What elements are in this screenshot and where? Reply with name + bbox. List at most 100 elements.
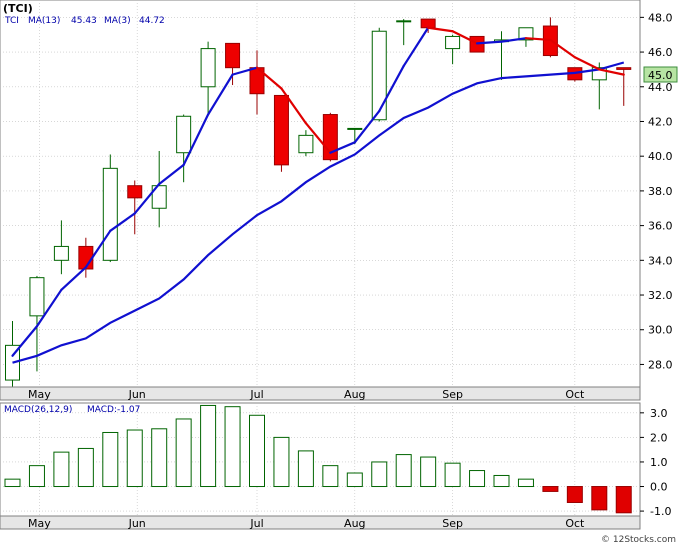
price-y-tick-label: 46.0 — [648, 46, 673, 59]
macd-bar-positive — [493, 474, 510, 488]
legend-ma3-label: MA(3) — [104, 16, 131, 26]
price-x-tick-label: May — [28, 388, 51, 401]
macd-bar-positive — [395, 454, 412, 488]
watermark: © 12Stocks.com — [601, 535, 676, 545]
legend-ma3-value: 44.72 — [139, 16, 165, 26]
chart-title: (TCI) — [3, 2, 33, 15]
macd-bar-negative — [566, 486, 583, 503]
macd-y-tick-label: -1.0 — [650, 505, 671, 518]
macd-bar-positive — [346, 472, 363, 488]
ma3-segment — [573, 56, 601, 71]
price-y-tick-label: 42.0 — [648, 115, 673, 128]
ma3-segment — [524, 37, 552, 42]
macd-bars — [4, 404, 632, 514]
price-legend: (TCI) TCI MA(13) 45.43 MA(3) 44.72 — [3, 2, 165, 26]
candle-up — [518, 27, 534, 41]
price-y-tick-label: 44.0 — [648, 81, 673, 94]
ma3-segment — [84, 229, 112, 269]
macd-bar-positive — [200, 404, 217, 488]
macd-bar-positive — [469, 470, 486, 488]
candle-up — [298, 134, 314, 154]
legend-ma13-label: MA(13) — [28, 16, 60, 26]
macd-bar-positive — [4, 478, 21, 488]
candle-up — [102, 167, 118, 261]
price-x-tick-label: Sep — [442, 388, 463, 401]
candle-up — [396, 20, 412, 23]
price-x-tick-label: Aug — [344, 388, 365, 401]
ma3-segment — [109, 212, 136, 232]
macd-x-tick-label: Aug — [344, 517, 365, 530]
candle-up — [371, 30, 387, 121]
macd-x-tick-label: Sep — [442, 517, 463, 530]
macd-x-tick-label: Jun — [128, 517, 146, 530]
ma3-segment — [255, 66, 283, 90]
ma3-segment — [304, 122, 332, 154]
last-price-tag: 45.0 — [643, 66, 678, 83]
macd-bar-positive — [517, 478, 534, 488]
ma3-segment — [158, 163, 185, 186]
ma3-segment — [280, 87, 307, 125]
price-x-tick-label: Jun — [128, 388, 146, 401]
ma3-segment — [598, 68, 625, 76]
macd-x-tick-label: May — [28, 517, 51, 530]
price-y-tick-label: 38.0 — [648, 185, 673, 198]
price-y-tick-label: 30.0 — [648, 324, 673, 337]
ma3-segment — [133, 182, 161, 215]
candle-up — [200, 48, 216, 88]
macd-x-tick-label: Oct — [565, 517, 585, 530]
legend-ticker: TCI — [4, 16, 19, 26]
macd-legend-value: MACD:-1.07 — [87, 405, 140, 415]
ma3-segment — [182, 113, 210, 166]
macd-bar-positive — [77, 447, 94, 488]
macd-bar-positive — [53, 451, 70, 488]
macd-bar-positive — [420, 456, 437, 488]
ma3-segment — [549, 38, 576, 59]
ma13-line — [12, 61, 625, 364]
ma3-segment — [329, 141, 356, 154]
macd-bar-positive — [297, 450, 314, 488]
candle-up — [176, 115, 192, 154]
macd-legend-label: MACD(26,12,9) — [4, 405, 72, 415]
macd-bar-positive — [126, 429, 143, 488]
macd-bar-positive — [28, 465, 45, 488]
price-y-tick-label: 32.0 — [648, 289, 673, 302]
ma3-segment — [231, 66, 259, 76]
candle-up — [29, 277, 45, 317]
price-x-tick-label: Oct — [565, 388, 585, 401]
price-y-tick-label: 28.0 — [648, 358, 673, 371]
macd-bar-negative — [542, 486, 559, 492]
candle-down — [273, 94, 289, 166]
candle-up — [5, 344, 20, 381]
ma3-segment — [207, 73, 234, 116]
macd-bar-negative — [615, 486, 632, 514]
macd-bar-positive — [444, 462, 461, 488]
macd-bar-positive — [151, 428, 168, 488]
macd-y-tick-label: 2.0 — [650, 431, 668, 444]
macd-bar-positive — [249, 414, 265, 488]
price-y-axis: 28.0 30.0 32.0 34.0 36.0 38.0 40.0 42.0 44.0 46.0… — [640, 11, 673, 371]
ma3-segment — [353, 109, 381, 144]
candle-down — [616, 67, 632, 70]
price-x-axis-band — [0, 386, 641, 401]
ma3-segment — [500, 37, 528, 43]
last-price-tag-text: 45.0 — [648, 69, 673, 82]
macd-panel: -1.0 0.0 1.0 2.0 3.0 May Jun Jul Aug Sep Oct MACD… — [0, 402, 671, 530]
candle-up — [445, 35, 461, 50]
price-y-tick-label: 34.0 — [648, 254, 673, 267]
candle-down — [420, 18, 436, 29]
ma3-segment — [378, 64, 405, 113]
ma3-segment — [35, 288, 63, 328]
macd-y-tick-label: 0.0 — [650, 481, 668, 494]
ma3-segment — [451, 30, 479, 45]
candle-up — [53, 245, 69, 261]
ma3-segment — [60, 266, 87, 291]
macd-bar-positive — [371, 461, 388, 488]
legend-ma13-value: 45.43 — [71, 16, 97, 26]
macd-y-tick-label: 1.0 — [650, 456, 668, 469]
ma3-segment — [11, 325, 39, 357]
macd-bar-positive — [224, 406, 241, 488]
macd-bar-positive — [322, 465, 339, 488]
moving-average-lines — [11, 26, 625, 364]
price-y-tick-label: 36.0 — [648, 220, 673, 233]
